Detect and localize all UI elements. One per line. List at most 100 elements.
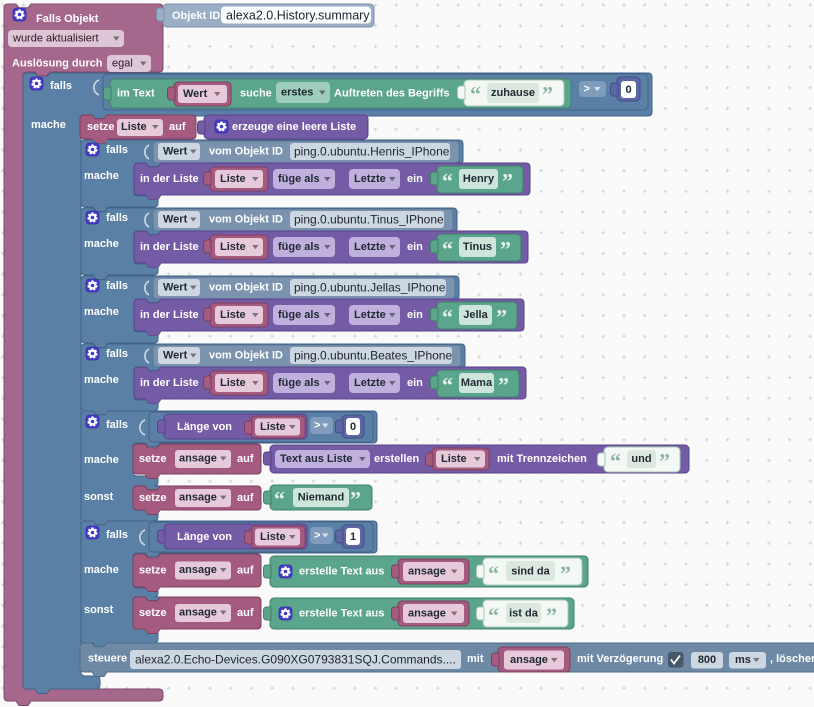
svg-text:setze: setze <box>139 492 167 504</box>
svg-text:alexa2.0.History.summary: alexa2.0.History.summary <box>226 9 370 23</box>
svg-text:mache: mache <box>31 119 66 131</box>
svg-text:Jella: Jella <box>463 309 488 321</box>
svg-text:füge als: füge als <box>278 377 320 389</box>
svg-text:“: “ <box>488 561 499 586</box>
svg-text:Liste: Liste <box>220 241 246 253</box>
svg-text:ansage: ansage <box>179 492 217 504</box>
svg-text:in der Liste: in der Liste <box>140 173 199 185</box>
svg-text:in der Liste: in der Liste <box>140 377 199 389</box>
svg-text:auf: auf <box>169 121 186 133</box>
svg-text:ist da: ist da <box>509 608 539 620</box>
svg-text:sonst: sonst <box>84 491 114 503</box>
svg-text:auf: auf <box>237 607 254 619</box>
svg-text:”: ” <box>498 373 509 398</box>
svg-text:ansage: ansage <box>179 564 217 576</box>
svg-text:mache: mache <box>84 454 119 466</box>
svg-text:“: “ <box>442 305 453 330</box>
svg-text:im Text: im Text <box>117 88 155 100</box>
svg-text:Liste: Liste <box>220 377 246 389</box>
svg-text:mache: mache <box>84 238 119 250</box>
svg-text:mit: mit <box>467 653 484 665</box>
svg-text:”: ” <box>560 561 571 586</box>
svg-text:“: “ <box>610 449 621 474</box>
svg-text:Liste: Liste <box>220 309 246 321</box>
svg-text:mache: mache <box>84 564 119 576</box>
svg-text:ein: ein <box>407 241 423 253</box>
svg-text:setze: setze <box>139 607 167 619</box>
svg-text:Wert: Wert <box>163 350 188 362</box>
svg-text:erzeuge eine leere Liste: erzeuge eine leere Liste <box>232 121 356 133</box>
svg-text:Wert: Wert <box>163 282 188 294</box>
svg-text:“: “ <box>442 373 453 398</box>
svg-text:falls: falls <box>106 529 128 541</box>
svg-text:mit Verzögerung: mit Verzögerung <box>577 653 663 665</box>
svg-text:ansage: ansage <box>179 453 217 465</box>
svg-text:Text aus Liste: Text aus Liste <box>280 453 353 465</box>
svg-text:falls: falls <box>106 280 128 292</box>
svg-text:ping.0.ubuntu.Tinus_IPhone: ping.0.ubuntu.Tinus_IPhone <box>294 213 444 227</box>
svg-text:zuhause: zuhause <box>491 87 535 99</box>
svg-text:Letzte: Letzte <box>354 173 386 185</box>
svg-text:ping.0.ubuntu.Beates_IPhone: ping.0.ubuntu.Beates_IPhone <box>294 349 452 363</box>
svg-text:mit Trennzeichen: mit Trennzeichen <box>497 453 587 465</box>
svg-text:Auslösung durch: Auslösung durch <box>12 58 103 70</box>
svg-text:Liste: Liste <box>441 453 467 465</box>
svg-text:vom Objekt ID: vom Objekt ID <box>209 282 283 294</box>
svg-text:>: > <box>584 83 590 95</box>
svg-text:”: ” <box>659 449 670 474</box>
svg-text:“: “ <box>274 487 285 512</box>
svg-text:falls: falls <box>106 144 128 156</box>
svg-text:Liste: Liste <box>220 173 246 185</box>
svg-text:Wert: Wert <box>163 214 188 226</box>
svg-text:setze: setze <box>139 565 167 577</box>
svg-text:in der Liste: in der Liste <box>140 241 199 253</box>
svg-text:erstes: erstes <box>281 87 313 99</box>
svg-text:falls: falls <box>106 348 128 360</box>
svg-text:falls: falls <box>106 212 128 224</box>
svg-text:wurde aktualisiert: wurde aktualisiert <box>12 33 99 45</box>
svg-text:“: “ <box>442 169 453 194</box>
svg-text:ansage: ansage <box>408 566 446 578</box>
svg-text:“: “ <box>488 603 499 628</box>
svg-text:800: 800 <box>698 654 716 666</box>
svg-text:Mama: Mama <box>461 377 493 389</box>
svg-text:Tinus: Tinus <box>463 241 492 253</box>
svg-text:suche: suche <box>240 88 272 100</box>
svg-text:sonst: sonst <box>84 604 114 616</box>
svg-text:mache: mache <box>84 374 119 386</box>
svg-text:falls: falls <box>106 419 128 431</box>
svg-text:egal: egal <box>112 58 133 70</box>
svg-text:steuere: steuere <box>88 653 127 665</box>
svg-text:Henry: Henry <box>463 173 495 185</box>
svg-text:Letzte: Letzte <box>354 377 386 389</box>
svg-text:Wert: Wert <box>163 146 188 158</box>
svg-text:Objekt ID: Objekt ID <box>172 10 220 22</box>
svg-text:setze: setze <box>87 121 115 133</box>
svg-text:vom Objekt ID: vom Objekt ID <box>209 146 283 158</box>
svg-text:”: ” <box>350 487 361 512</box>
svg-text:ansage: ansage <box>179 607 217 619</box>
svg-text:ms: ms <box>735 654 751 666</box>
svg-text:alexa2.0.Echo-Devices.G090XG07: alexa2.0.Echo-Devices.G090XG0793831SQJ.C… <box>135 653 456 667</box>
svg-text:”: ” <box>546 603 557 628</box>
svg-text:und: und <box>631 453 651 465</box>
svg-text:füge als: füge als <box>278 241 320 253</box>
svg-text:Auftreten des Begriffs: Auftreten des Begriffs <box>334 88 450 100</box>
svg-text:ping.0.ubuntu.Henris_IPhone: ping.0.ubuntu.Henris_IPhone <box>294 145 450 159</box>
svg-text:”: ” <box>542 82 553 107</box>
svg-text:füge als: füge als <box>278 173 320 185</box>
svg-text:“: “ <box>442 237 453 262</box>
svg-text:mache: mache <box>84 170 119 182</box>
svg-text:setze: setze <box>139 453 167 465</box>
svg-text:vom Objekt ID: vom Objekt ID <box>209 214 283 226</box>
svg-text:Liste: Liste <box>260 531 286 543</box>
svg-text:Liste: Liste <box>260 421 286 433</box>
svg-text:falls: falls <box>50 80 72 92</box>
svg-text:0: 0 <box>625 84 631 96</box>
svg-text:füge als: füge als <box>278 309 320 321</box>
svg-text:ein: ein <box>407 377 423 389</box>
svg-text:auf: auf <box>237 492 254 504</box>
svg-text:erstellen: erstellen <box>374 453 420 465</box>
svg-text:0: 0 <box>350 421 356 433</box>
svg-text:Falls Objekt: Falls Objekt <box>36 13 99 25</box>
